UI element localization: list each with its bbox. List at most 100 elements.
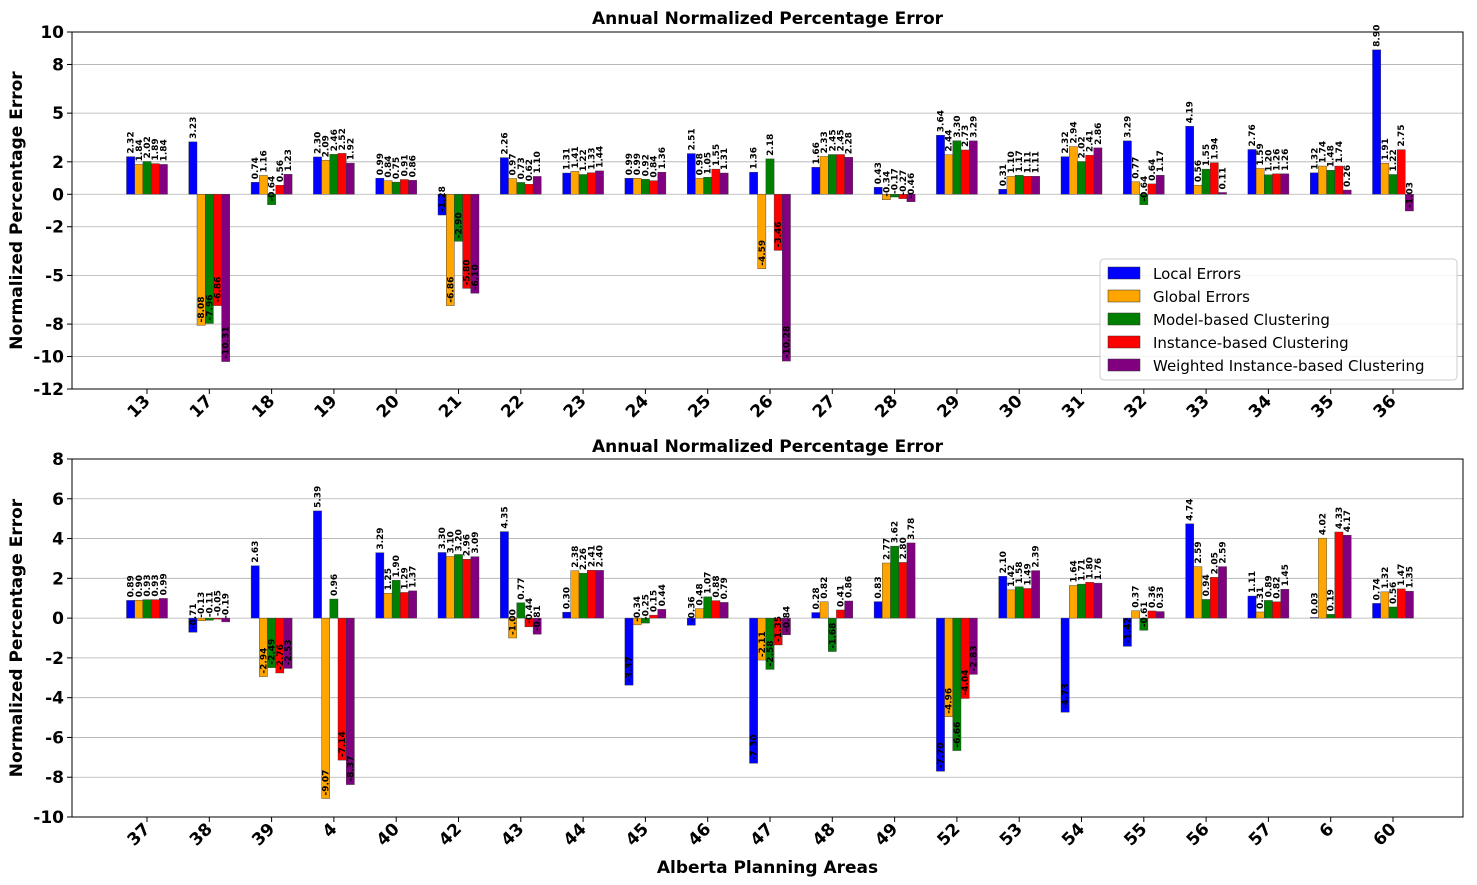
value-label: 2.44 [945, 129, 955, 151]
value-label: 0.91 [400, 154, 410, 176]
bar-weighted-instance-based-clustering-17 [221, 194, 231, 362]
bar-weighted-instance-based-clustering-48 [844, 600, 853, 619]
value-label: 1.17 [1156, 150, 1166, 172]
bar-instance-based-clustering-37 [150, 599, 160, 619]
value-label: 1.55 [712, 144, 722, 166]
value-label: -2.11 [758, 631, 768, 657]
y-tick-label: -6 [45, 728, 64, 748]
bar-global-errors-55 [1131, 610, 1140, 619]
value-label: 1.92 [346, 138, 356, 160]
bar-instance-based-clustering-18 [275, 184, 285, 195]
bar-instance-based-clustering-22 [524, 184, 534, 195]
value-label: 4.33 [1335, 507, 1345, 529]
value-label: 0.64 [1148, 159, 1158, 181]
x-tick-label: 55 [1120, 819, 1151, 850]
bar-local-errors-17 [188, 141, 198, 195]
bar-weighted-instance-based-clustering-20 [408, 180, 417, 195]
bar-weighted-instance-based-clustering-37 [159, 598, 168, 619]
bar-instance-based-clustering-23 [587, 172, 596, 195]
bar-model-based-clustering-44 [578, 572, 588, 619]
x-tick-label: 46 [684, 819, 715, 850]
value-label: 2.46 [330, 129, 340, 151]
bar-weighted-instance-based-clustering-56 [1218, 566, 1227, 619]
value-label: 2.41 [1086, 130, 1096, 152]
x-tick-label: 57 [1245, 819, 1276, 850]
bar-model-based-clustering-18 [267, 194, 276, 205]
value-label: 1.17 [1015, 150, 1025, 172]
value-label: 0.97 [509, 153, 519, 175]
bar-local-errors-32 [1123, 140, 1132, 195]
bar-local-errors-37 [126, 600, 135, 619]
bar-weighted-instance-based-clustering-33 [1218, 192, 1227, 195]
bar-local-errors-45 [624, 617, 634, 686]
x-tick-label: 27 [809, 391, 840, 422]
value-label: 1.32 [1381, 567, 1391, 589]
x-tick-label: 26 [747, 391, 778, 422]
legend-label-local-errors: Local Errors [1153, 265, 1241, 283]
x-tick-label: 31 [1058, 391, 1089, 422]
value-label: 0.88 [712, 575, 722, 597]
value-label: 1.55 [1202, 144, 1212, 166]
bar-global-errors-22 [508, 178, 517, 195]
value-label: 1.76 [1094, 558, 1104, 580]
value-label: -8.08 [197, 296, 207, 322]
y-tick-label: -4 [45, 689, 64, 709]
x-tick-label: 49 [871, 819, 902, 850]
value-label: 0.89 [1264, 575, 1274, 597]
value-label: 1.89 [151, 138, 161, 160]
value-label: 1.47 [1397, 564, 1407, 586]
value-label: 0.11 [1219, 167, 1229, 189]
bar-weighted-instance-based-clustering-26 [782, 194, 791, 362]
y-tick-label: -2 [45, 218, 64, 238]
bar-weighted-instance-based-clustering-32 [1155, 175, 1165, 195]
value-label: 2.02 [143, 136, 153, 158]
bar-weighted-instance-based-clustering-34 [1280, 173, 1290, 195]
bar-local-errors-25 [687, 153, 696, 195]
bar-global-errors-60 [1380, 591, 1390, 619]
bar-instance-based-clustering-36 [1396, 149, 1406, 195]
bar-weighted-instance-based-clustering-42 [470, 556, 480, 619]
bar-weighted-instance-based-clustering-60 [1405, 591, 1414, 619]
value-label: 5.39 [314, 486, 324, 508]
y-tick-label: 2 [52, 153, 64, 173]
bar-global-errors-35 [1318, 165, 1327, 195]
bar-model-based-clustering-49 [890, 545, 899, 619]
bar-instance-based-clustering-32 [1147, 183, 1157, 195]
y-tick-label: -12 [33, 380, 64, 400]
chart-panel-1: 108520-2-5-8-10-122.323.230.742.300.99-1… [7, 9, 1464, 422]
value-label: 1.91 [1381, 138, 1391, 160]
value-label: -10.28 [782, 326, 792, 358]
value-label: 1.23 [284, 149, 294, 171]
legend-swatch-global-errors [1107, 289, 1141, 303]
value-label: -0.13 [197, 592, 207, 618]
bar-local-errors-18 [250, 182, 260, 195]
value-label: 0.82 [1273, 577, 1283, 599]
value-label: -0.71 [189, 603, 199, 629]
x-tick-label: 42 [435, 819, 466, 850]
value-label: 2.09 [322, 135, 332, 157]
value-label: 0.77 [517, 578, 527, 600]
bar-local-errors-35 [1309, 172, 1319, 195]
bar-global-errors-46 [695, 608, 704, 619]
value-label: 0.41 [837, 585, 847, 607]
value-label: -2.94 [259, 648, 269, 674]
bar-weighted-instance-based-clustering-6 [1342, 534, 1352, 619]
bar-instance-based-clustering-49 [898, 562, 908, 619]
value-label: 1.66 [812, 142, 822, 164]
y-tick-label: 4 [52, 530, 64, 550]
value-label: 1.11 [1032, 151, 1042, 173]
value-label: -7.96 [205, 294, 215, 320]
value-label: 3.10 [446, 531, 456, 553]
bar-local-errors-40 [375, 552, 385, 619]
value-label: -7.70 [937, 742, 947, 768]
y-axis-label: Normalized Percentage Error [7, 498, 27, 777]
value-label: -6.10 [471, 264, 481, 290]
x-tick-label: 60 [1370, 819, 1401, 850]
value-label: 4.17 [1343, 510, 1353, 532]
x-tick-label: 13 [124, 391, 155, 422]
value-label: 0.26 [1343, 165, 1353, 187]
value-label: 0.33 [1156, 586, 1166, 608]
bar-instance-based-clustering-34 [1272, 173, 1281, 195]
value-label: 0.44 [658, 584, 668, 606]
bar-model-based-clustering-60 [1388, 606, 1398, 619]
